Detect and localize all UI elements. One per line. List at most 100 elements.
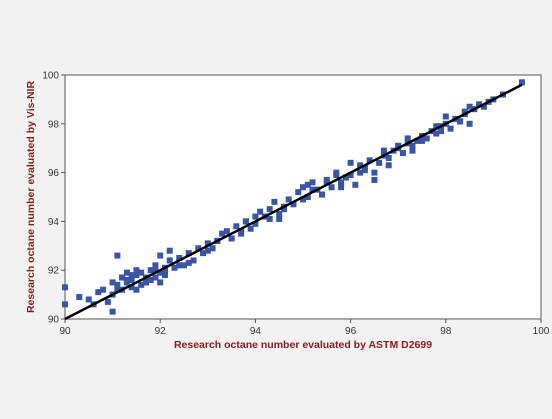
data-point [195,245,202,252]
data-point [204,240,211,247]
data-point [233,223,240,230]
data-point [257,208,264,215]
data-point [385,162,392,169]
data-point [142,279,149,286]
data-point [333,172,340,179]
data-point [357,162,364,169]
data-point [323,179,330,186]
data-point [114,281,121,288]
y-axis-ticks: 90 92 94 96 98 100 [42,71,65,326]
data-point [247,225,254,232]
data-point [228,235,235,242]
data-point [109,279,116,286]
data-point [181,262,187,269]
data-point [95,289,102,296]
data-point [380,147,387,154]
data-point [457,118,464,125]
data-point [166,257,173,264]
data-point [128,284,135,291]
data-point [476,101,483,108]
x-tick-label: 96 [345,326,357,337]
data-point [128,272,135,279]
x-axis-ticks: 90 92 94 96 98 100 [59,319,550,337]
data-point [304,181,311,188]
data-point [242,218,249,225]
data-point [100,286,107,293]
y-axis-title: Research octane number evaluated by Vis-… [25,81,37,313]
data-point [433,123,440,130]
y-tick-label: 90 [48,315,60,326]
data-point [371,169,378,176]
data-point [166,247,173,254]
data-point [276,215,283,222]
y-tick-label: 94 [48,217,60,228]
data-point [442,113,449,120]
y-tick-label: 98 [48,119,60,130]
data-point [423,135,430,142]
data-point [300,196,306,203]
data-point [438,128,445,135]
data-point [190,257,197,264]
data-point [280,206,287,213]
data-point [357,169,364,176]
data-point [309,179,316,186]
data-point [171,264,178,271]
data-point [104,298,111,305]
data-point [62,301,68,308]
data-point [138,269,145,276]
data-point [300,184,306,191]
data-point [352,181,359,188]
data-point [185,250,192,257]
data-point [152,262,159,269]
data-point [342,174,349,181]
data-point [209,245,216,252]
data-point [385,154,392,161]
data-point [371,176,378,183]
data-point [252,213,259,220]
data-point [328,184,335,191]
data-point [447,125,454,132]
data-point [176,255,183,261]
data-point [176,262,183,269]
data-point [338,179,345,186]
data-point [109,308,116,315]
data-point [361,164,368,171]
data-point [399,150,406,157]
data-point [518,79,525,86]
data-point [157,269,164,276]
data-point [133,267,140,274]
data-point [223,228,230,235]
x-axis-title: Research octane number evaluated by ASTM… [174,339,432,351]
data-point [62,284,68,291]
data-point [138,281,145,288]
data-point [185,259,192,266]
data-point [271,198,278,205]
data-point [433,130,440,137]
data-point [395,142,402,149]
data-point [295,189,302,196]
data-point [366,157,373,164]
data-point [466,120,473,127]
data-point [152,274,159,281]
data-point [161,269,168,276]
data-point [147,276,154,283]
x-tick-label: 92 [155,326,167,337]
data-point [114,252,121,259]
data-point [338,184,345,191]
data-point [200,250,207,257]
data-point [85,296,92,303]
data-point [133,286,140,293]
data-point [404,135,411,142]
x-tick-label: 90 [59,326,71,337]
x-tick-label: 98 [440,326,452,337]
data-point [347,172,354,179]
data-point [128,276,135,283]
data-point [123,269,130,276]
data-point [466,103,473,110]
data-point [219,230,226,237]
data-point [123,279,130,286]
data-point [133,272,140,279]
y-tick-label: 96 [48,168,60,179]
data-point [157,252,164,259]
